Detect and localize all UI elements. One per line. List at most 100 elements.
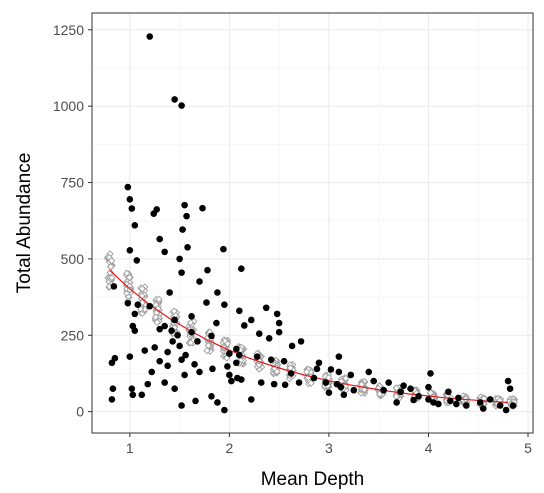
observed-point [400,382,407,389]
simulated-point [187,318,195,327]
observed-point [156,357,163,365]
observed-point [335,368,343,376]
observed-point [365,368,373,376]
observed-point [141,347,149,354]
observed-point [327,366,335,373]
y-tick-label: 750 [61,175,85,191]
observed-point [380,386,387,394]
observed-point [203,299,210,306]
observed-point [247,316,255,324]
observed-point [350,386,358,394]
observed-point [455,394,462,402]
observed-point [253,353,261,360]
observed-point [138,391,146,399]
observed-point [313,365,321,373]
observed-point [273,310,281,318]
observed-point [447,397,454,405]
observed-point [144,380,152,388]
observed-point [393,399,400,406]
observed-point [504,377,512,385]
simulated-point [223,340,232,348]
observed-point [221,301,228,309]
observed-point [275,328,283,336]
simulated-point [170,307,178,315]
observed-point [166,289,173,296]
y-tick-label: 1250 [53,22,84,38]
observed-point [131,221,139,229]
observed-point [181,371,188,379]
observed-point [124,299,132,307]
observed-point [131,327,139,334]
observed-point [108,396,116,403]
simulated-point [255,361,263,369]
observed-point [233,359,240,367]
y-tick-label: 250 [61,327,85,343]
grid-lines [92,13,533,433]
observed-point [281,381,289,389]
simulated-point [153,318,161,326]
observed-point [178,356,185,363]
simulated-point [303,368,311,376]
observed-point [226,350,233,357]
x-tick-label: 4 [425,440,433,456]
observed-point [257,379,265,386]
observed-point [204,266,211,274]
observed-point [126,196,134,203]
simulated-point [107,263,115,271]
observed-points [108,33,517,414]
observed-point [224,363,231,370]
observed-point [171,96,178,103]
observed-point [133,257,141,264]
observed-point [233,345,240,353]
observed-point [178,102,185,109]
observed-point [397,388,404,396]
x-tick-label: 2 [225,440,233,456]
observed-point [156,235,163,243]
y-axis-title: Total Abundance [14,153,35,294]
simulated-point [107,257,116,265]
observed-point [183,212,190,220]
observed-point [425,396,432,403]
observed-point [267,356,275,363]
x-tick-label: 1 [126,440,134,456]
observed-point [238,376,245,383]
y-tick-label: 1000 [53,98,84,114]
y-tick-label: 0 [76,404,84,420]
observed-point [221,406,228,414]
observed-point [502,406,510,414]
observed-point [161,379,168,386]
simulated-point [126,286,134,294]
observed-point [325,389,333,396]
simulated-point [155,295,163,303]
simulated-point [307,379,315,387]
observed-point [176,342,183,350]
simulated-point [123,280,131,288]
simulated-point [106,269,114,277]
observed-point [236,351,243,359]
observed-point [134,301,142,309]
observed-point [270,380,278,388]
x-tick-label: 3 [325,440,333,456]
observed-point [126,353,134,360]
observed-point [148,368,156,376]
simulated-point [187,339,195,347]
observed-point [131,310,139,318]
observed-point [262,304,270,312]
axes: 1 2 3 4 5 0 250 500 750 1000 1250 [53,22,532,456]
observed-point [128,205,136,212]
observed-point [453,400,460,408]
observed-point [322,379,330,386]
observed-point [509,402,517,409]
observed-point [184,243,191,251]
observed-point [196,368,203,376]
y-tick-label: 500 [61,251,85,267]
observed-point [295,379,303,386]
observed-point [164,348,171,356]
observed-point [435,400,442,408]
observed-point [430,399,437,406]
observed-point [181,201,188,209]
observed-point [370,377,378,385]
observed-point [506,385,514,393]
observed-point [213,319,220,327]
simulated-point [137,305,145,313]
